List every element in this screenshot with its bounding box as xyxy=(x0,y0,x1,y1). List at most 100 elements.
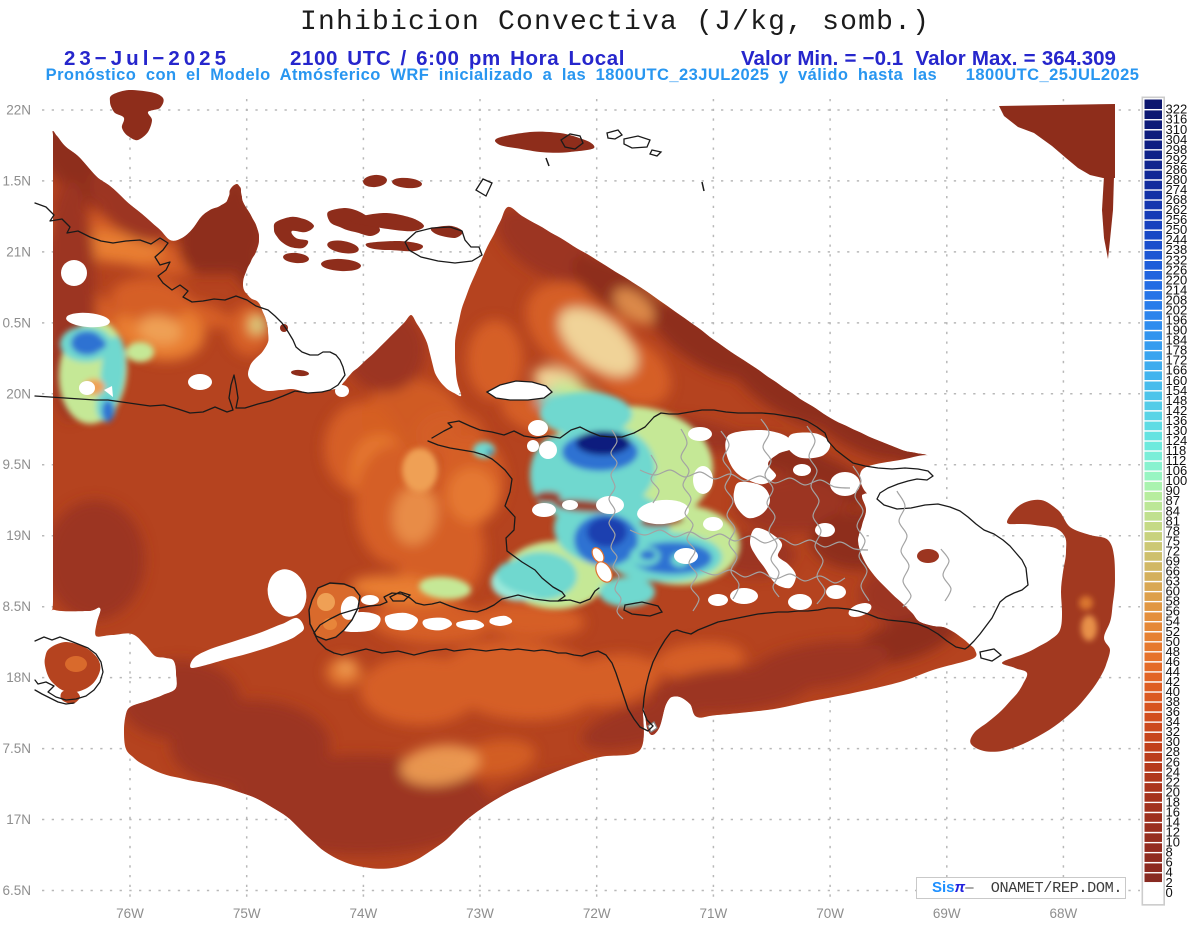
svg-text:60: 60 xyxy=(1166,584,1180,599)
svg-text:12: 12 xyxy=(1166,825,1180,840)
svg-text:69: 69 xyxy=(1166,554,1180,569)
svg-text:21N: 21N xyxy=(6,244,31,259)
svg-text:40: 40 xyxy=(1166,684,1180,699)
svg-text:304: 304 xyxy=(1166,132,1188,147)
svg-text:73W: 73W xyxy=(466,906,494,921)
svg-text:84: 84 xyxy=(1166,503,1180,518)
svg-text:262: 262 xyxy=(1166,202,1188,217)
svg-text:238: 238 xyxy=(1166,242,1188,257)
svg-text:7.5N: 7.5N xyxy=(2,741,31,756)
svg-text:22N: 22N xyxy=(6,103,31,118)
svg-text:22: 22 xyxy=(1166,774,1180,789)
svg-text:48: 48 xyxy=(1166,644,1180,659)
svg-text:274: 274 xyxy=(1166,182,1188,197)
svg-text:68W: 68W xyxy=(1050,906,1078,921)
svg-text:70W: 70W xyxy=(816,906,844,921)
svg-text:292: 292 xyxy=(1166,152,1188,167)
svg-text:112: 112 xyxy=(1166,453,1187,468)
svg-text:14: 14 xyxy=(1166,815,1180,830)
svg-text:196: 196 xyxy=(1166,313,1188,328)
svg-text:178: 178 xyxy=(1166,343,1188,358)
svg-text:30: 30 xyxy=(1166,734,1180,749)
svg-text:10: 10 xyxy=(1166,835,1180,850)
svg-text:160: 160 xyxy=(1166,373,1188,388)
svg-text:90: 90 xyxy=(1166,483,1180,498)
svg-text:0.5N: 0.5N xyxy=(2,315,31,330)
svg-text:81: 81 xyxy=(1166,513,1180,528)
svg-text:87: 87 xyxy=(1166,493,1180,508)
svg-text:75W: 75W xyxy=(233,906,261,921)
svg-text:316: 316 xyxy=(1166,112,1188,127)
svg-text:42: 42 xyxy=(1166,674,1180,689)
svg-text:172: 172 xyxy=(1166,353,1188,368)
svg-text:38: 38 xyxy=(1166,694,1180,709)
svg-text:232: 232 xyxy=(1166,252,1188,267)
svg-text:74W: 74W xyxy=(350,906,378,921)
svg-text:166: 166 xyxy=(1166,363,1188,378)
svg-text:214: 214 xyxy=(1166,282,1188,297)
svg-text:24: 24 xyxy=(1166,764,1180,779)
svg-text:256: 256 xyxy=(1166,212,1188,227)
svg-text:52: 52 xyxy=(1166,624,1180,639)
svg-text:63: 63 xyxy=(1166,574,1180,589)
svg-text:8: 8 xyxy=(1166,845,1173,860)
svg-text:130: 130 xyxy=(1166,423,1188,438)
svg-text:208: 208 xyxy=(1166,292,1188,307)
svg-text:75: 75 xyxy=(1166,533,1180,548)
svg-text:69W: 69W xyxy=(933,906,961,921)
svg-text:190: 190 xyxy=(1166,323,1188,338)
svg-text:226: 226 xyxy=(1166,262,1188,277)
svg-text:1.5N: 1.5N xyxy=(2,173,31,188)
svg-text:18N: 18N xyxy=(6,670,31,685)
svg-text:8.5N: 8.5N xyxy=(2,599,31,614)
svg-text:148: 148 xyxy=(1166,393,1188,408)
svg-text:202: 202 xyxy=(1166,303,1188,318)
svg-text:17N: 17N xyxy=(6,812,31,827)
svg-text:72W: 72W xyxy=(583,906,611,921)
svg-text:28: 28 xyxy=(1166,744,1180,759)
svg-text:2: 2 xyxy=(1166,875,1173,890)
svg-text:19N: 19N xyxy=(6,528,31,543)
svg-text:100: 100 xyxy=(1166,473,1188,488)
svg-text:106: 106 xyxy=(1166,463,1188,478)
svg-text:154: 154 xyxy=(1166,383,1188,398)
svg-text:142: 142 xyxy=(1166,403,1188,418)
svg-text:72: 72 xyxy=(1166,543,1180,558)
svg-text:34: 34 xyxy=(1166,714,1180,729)
svg-text:184: 184 xyxy=(1166,333,1188,348)
svg-text:9.5N: 9.5N xyxy=(2,457,31,472)
svg-text:4: 4 xyxy=(1166,865,1173,880)
svg-text:286: 286 xyxy=(1166,162,1188,177)
svg-text:20: 20 xyxy=(1166,784,1180,799)
svg-text:0: 0 xyxy=(1166,885,1173,900)
svg-text:71W: 71W xyxy=(700,906,728,921)
svg-text:32: 32 xyxy=(1166,724,1180,739)
svg-text:250: 250 xyxy=(1166,222,1188,237)
svg-text:36: 36 xyxy=(1166,704,1180,719)
svg-text:54: 54 xyxy=(1166,614,1180,629)
svg-text:58: 58 xyxy=(1166,594,1180,609)
svg-text:244: 244 xyxy=(1166,232,1188,247)
svg-text:20N: 20N xyxy=(6,386,31,401)
svg-text:26: 26 xyxy=(1166,754,1180,769)
svg-text:268: 268 xyxy=(1166,192,1188,207)
svg-text:78: 78 xyxy=(1166,523,1180,538)
svg-text:280: 280 xyxy=(1166,172,1188,187)
svg-text:16: 16 xyxy=(1166,805,1180,820)
svg-text:124: 124 xyxy=(1166,433,1188,448)
svg-text:50: 50 xyxy=(1166,634,1180,649)
svg-text:136: 136 xyxy=(1166,413,1188,428)
svg-text:76W: 76W xyxy=(116,906,144,921)
svg-text:18: 18 xyxy=(1166,794,1180,809)
svg-text:220: 220 xyxy=(1166,272,1188,287)
svg-text:6: 6 xyxy=(1166,855,1173,870)
svg-text:46: 46 xyxy=(1166,654,1180,669)
svg-text:310: 310 xyxy=(1166,122,1188,137)
svg-text:56: 56 xyxy=(1166,604,1180,619)
svg-text:298: 298 xyxy=(1166,142,1188,157)
svg-text:66: 66 xyxy=(1166,564,1180,579)
svg-text:118: 118 xyxy=(1166,443,1187,458)
svg-text:44: 44 xyxy=(1166,664,1180,679)
svg-text:6.5N: 6.5N xyxy=(2,883,31,898)
svg-text:322: 322 xyxy=(1166,102,1188,117)
